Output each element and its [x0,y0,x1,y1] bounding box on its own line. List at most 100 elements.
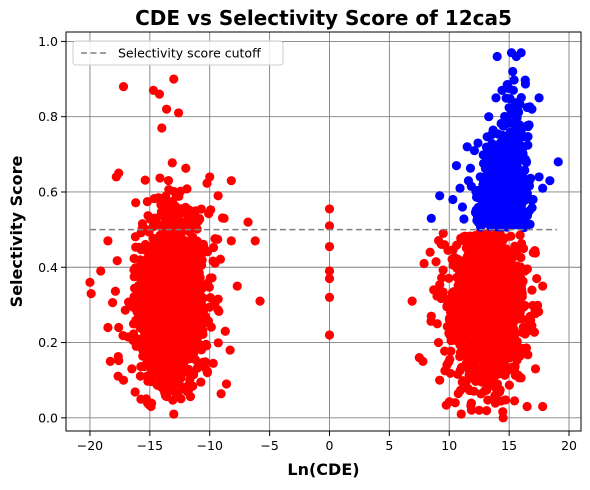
x-tick-label: −5 [260,438,278,453]
data-point [169,74,179,84]
data-point [479,203,489,213]
data-point [185,336,196,347]
data-point [518,174,529,184]
data-point [466,337,476,347]
data-point [163,175,174,186]
data-point [440,366,450,376]
data-point [520,79,531,89]
data-point [469,145,480,156]
data-point [491,369,501,379]
data-point [504,380,514,390]
data-point [492,383,502,393]
data-point [453,388,463,399]
data-point [450,398,460,408]
data-point [425,247,435,257]
data-point [232,281,242,291]
data-point [156,308,166,318]
data-point [496,146,506,156]
data-point [482,193,493,203]
data-point [467,328,477,339]
plot-frame [65,31,582,432]
data-point [438,287,448,297]
data-point [462,142,472,152]
data-point [150,356,160,366]
data-point [476,389,486,399]
data-point [324,292,335,302]
data-point [455,183,465,193]
data-point [154,262,165,272]
data-point [174,264,185,274]
data-point [438,265,448,275]
data-point [324,330,335,340]
data-point [476,351,487,361]
data-point [472,316,482,326]
data-point [135,255,145,265]
data-point [171,289,182,299]
data-point [149,304,159,314]
data-point [500,155,510,165]
data-point [196,377,206,387]
data-point [200,357,210,367]
data-point [472,375,482,385]
x-tick-label: 20 [561,438,577,453]
data-point [158,291,168,301]
data-point [488,125,498,135]
data-point [216,389,226,399]
data-point [181,163,191,173]
data-point [497,85,507,95]
data-point [129,283,140,293]
data-point [435,375,445,385]
data-point [165,239,175,250]
data-point [545,176,555,186]
data-point [483,326,494,336]
data-point [208,242,219,253]
data-point [445,354,455,364]
data-point [136,244,146,254]
data-point [498,413,508,423]
data-point [505,353,515,363]
data-point [458,270,468,281]
data-point [426,213,436,223]
data-point [504,273,514,283]
data-point [500,395,511,405]
x-axis-ticks: −20 −15 −10 −5 0 5 10 15 20 [77,431,577,453]
data-point [157,123,167,133]
data-point [155,220,165,230]
data-point [189,314,200,324]
data-point [498,292,508,303]
data-point [503,345,513,355]
data-point [198,303,208,313]
data-point [169,379,179,389]
x-axis-label: Ln(CDE) [287,460,359,479]
legend-box [72,40,284,66]
data-point [196,204,206,214]
data-point [131,198,141,208]
data-point [220,326,230,336]
data-point [452,298,462,308]
data-point [494,347,504,358]
data-point [225,345,235,355]
data-point [152,285,162,295]
data-point [171,348,182,358]
data-point [493,309,503,319]
data-point [459,214,469,224]
data-point [522,401,532,412]
data-point [499,252,509,262]
data-point [457,324,467,334]
data-point [524,325,534,336]
data-point [191,322,202,332]
data-point [86,289,96,299]
data-point [108,298,118,308]
data-point [514,373,524,383]
data-point [514,314,524,324]
data-point [454,277,464,287]
data-point [103,322,113,333]
data-point [118,81,129,92]
data-point [446,336,456,346]
data-point [145,247,155,257]
data-point [482,406,492,416]
data-point [508,306,518,316]
y-tick-label: 0.0 [38,410,58,425]
data-point [467,359,477,370]
data-point [188,347,198,357]
